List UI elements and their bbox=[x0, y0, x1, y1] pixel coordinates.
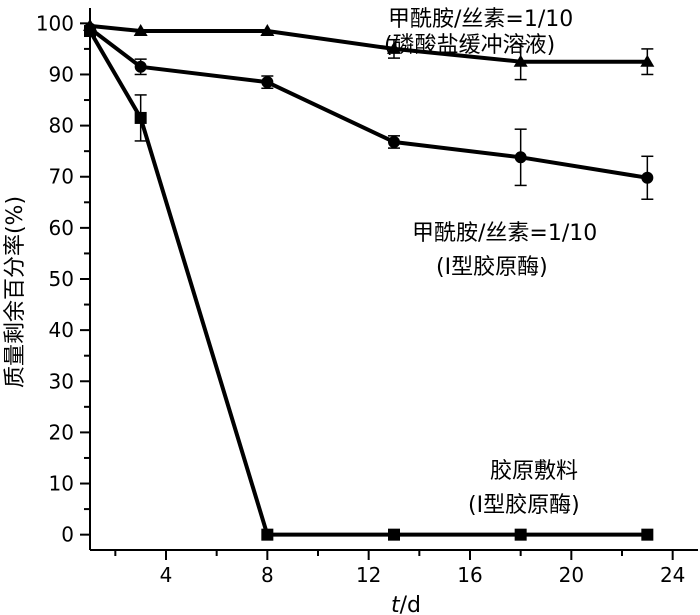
series-label-line: (Ⅰ型胶原酶) bbox=[436, 255, 548, 280]
x-tick-label: 4 bbox=[160, 563, 173, 587]
x-tick-label: 12 bbox=[356, 563, 381, 587]
data-point-circle bbox=[388, 135, 400, 148]
x-axis-variable: t bbox=[391, 593, 401, 615]
axes: 4 8 12 16 20 24 0 10 20 30 40 50 60 70 80 90 100 bbox=[36, 8, 698, 587]
data-point-square bbox=[514, 528, 527, 541]
series-label-triangle: 甲酰胺/丝素=1/10(磷酸盐缓冲溶液) bbox=[384, 7, 573, 58]
y-tick-label: 10 bbox=[49, 472, 74, 496]
series-line bbox=[88, 26, 648, 180]
x-tick-label: 20 bbox=[559, 563, 584, 587]
x-axis-unit: /d bbox=[400, 593, 421, 615]
series-square bbox=[84, 25, 654, 541]
annotations: 甲酰胺/丝素=1/10(磷酸盐缓冲溶液)甲酰胺/丝素=1/10(Ⅰ型胶原酶)胶原… bbox=[384, 7, 597, 518]
y-tick-label: 60 bbox=[49, 216, 74, 240]
y-tick-label: 80 bbox=[49, 114, 74, 138]
data-point-circle bbox=[514, 151, 527, 164]
y-tick-label: 30 bbox=[49, 369, 74, 393]
x-axis-title: t/d bbox=[391, 593, 421, 615]
series-label-square: 胶原敷料 (Ⅰ型胶原酶) bbox=[468, 459, 580, 518]
data-point-circle bbox=[134, 60, 147, 73]
x-tick-label: 16 bbox=[457, 563, 482, 587]
data-point-square bbox=[641, 528, 654, 541]
series-layer bbox=[83, 18, 655, 541]
y-tick-label: 20 bbox=[49, 420, 74, 444]
data-point-square bbox=[134, 111, 147, 124]
series-line bbox=[89, 23, 648, 64]
series-circle bbox=[84, 22, 654, 200]
series-label-line: 胶原敷料 bbox=[490, 459, 578, 484]
series-label-line: 甲酰胺/丝素=1/10 bbox=[388, 7, 573, 32]
data-point-triangle bbox=[387, 41, 401, 54]
data-point-square bbox=[388, 528, 400, 541]
y-axis-title: 质量剩余百分率(%) bbox=[3, 196, 28, 388]
x-tick-label: 24 bbox=[660, 563, 685, 587]
data-point-triangle bbox=[640, 54, 655, 67]
x-tick-label: 8 bbox=[261, 563, 274, 587]
data-point-triangle bbox=[513, 54, 528, 67]
data-point-circle bbox=[261, 76, 274, 89]
series-label-circle: 甲酰胺/丝素=1/10 (Ⅰ型胶原酶) bbox=[412, 221, 597, 280]
series-line bbox=[88, 30, 648, 537]
series-label-line: (磷酸盐缓冲溶液) bbox=[384, 33, 555, 58]
data-point-triangle bbox=[133, 24, 148, 37]
y-tick-label: 40 bbox=[49, 318, 74, 342]
data-point-triangle bbox=[260, 24, 275, 37]
series-label-line: 甲酰胺/丝素=1/10 bbox=[412, 221, 597, 246]
y-tick-label: 100 bbox=[36, 11, 74, 35]
y-tick-label: 0 bbox=[61, 523, 74, 547]
data-point-square bbox=[261, 528, 274, 541]
y-tick-label: 50 bbox=[49, 267, 74, 291]
y-tick-label: 70 bbox=[49, 165, 74, 189]
series-label-line: (Ⅰ型胶原酶) bbox=[468, 493, 580, 518]
y-tick-label: 90 bbox=[49, 62, 74, 86]
data-point-square bbox=[84, 25, 96, 38]
data-point-circle bbox=[641, 171, 654, 184]
